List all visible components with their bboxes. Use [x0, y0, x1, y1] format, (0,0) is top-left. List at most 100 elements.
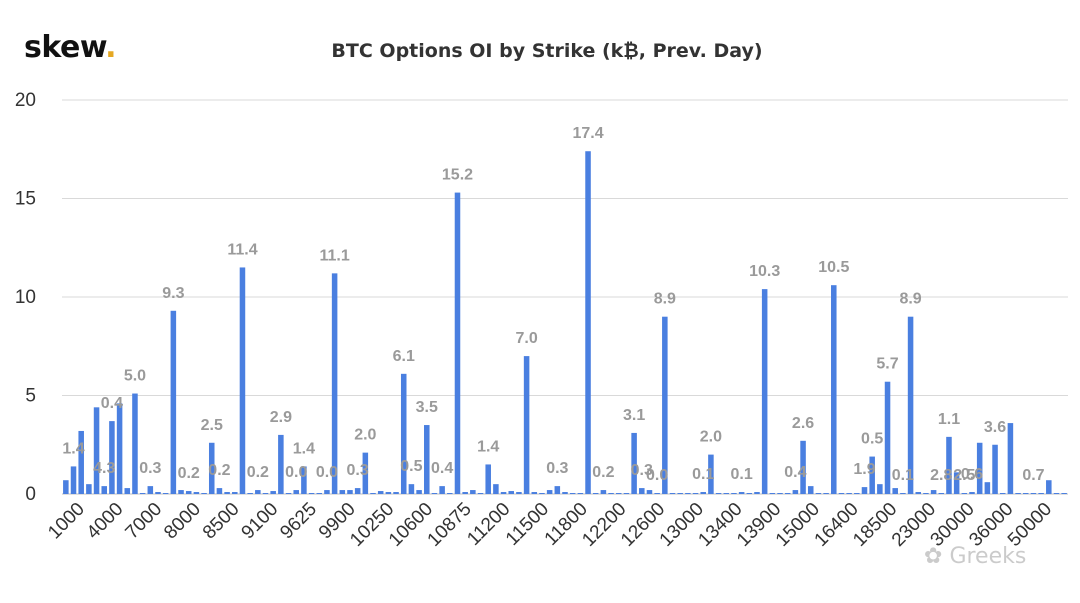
bar: [877, 484, 883, 494]
data-label: 2.5: [201, 417, 223, 434]
bar: [961, 493, 968, 494]
bar: [523, 356, 530, 494]
bar: [393, 492, 399, 494]
x-tick-label: 4000: [83, 499, 128, 544]
bar: [669, 493, 676, 494]
bar: [447, 493, 453, 494]
bar: [608, 493, 614, 494]
bar: [331, 273, 338, 494]
data-label: 1.9: [853, 461, 875, 478]
data-label: 1.4: [293, 440, 315, 457]
bar: [854, 493, 860, 494]
bar: [769, 493, 776, 494]
bar: [976, 442, 983, 494]
bar: [915, 492, 922, 494]
bar: [193, 492, 200, 494]
bar: [631, 432, 637, 494]
bar: [1053, 493, 1060, 494]
bar: [700, 492, 706, 494]
data-label: 0.3: [347, 462, 369, 479]
bar: [539, 493, 545, 494]
bar: [685, 493, 691, 494]
bar: [907, 316, 914, 494]
bar: [577, 493, 584, 494]
data-label: 0.2: [247, 464, 269, 481]
data-label: 2.6: [792, 415, 814, 432]
data-label: 5.7: [876, 356, 898, 373]
bar: [208, 442, 215, 494]
y-tick-label: 15: [15, 189, 36, 210]
bar: [224, 492, 230, 494]
data-label: 1.1: [938, 411, 960, 428]
bar: [792, 490, 799, 494]
bar: [984, 482, 991, 494]
x-tick-label: 1000: [44, 499, 89, 544]
bar: [400, 373, 407, 494]
data-label: 0.7: [1022, 467, 1044, 484]
bar: [385, 492, 392, 494]
data-label: 4.3: [93, 460, 115, 477]
bar: [800, 440, 806, 494]
data-label: 0.4: [101, 395, 123, 412]
bar: [900, 493, 906, 494]
bar: [531, 492, 538, 494]
bar: [807, 486, 814, 494]
bar: [615, 493, 622, 494]
bar: [838, 493, 845, 494]
data-label: 0.5: [861, 431, 883, 448]
data-label: 0.2: [208, 462, 230, 479]
data-label: 2.9: [270, 409, 292, 426]
y-tick-label: 5: [25, 386, 36, 407]
bar: [262, 493, 269, 494]
bar: [116, 403, 123, 494]
bar: [1007, 423, 1014, 494]
bar: [431, 493, 438, 494]
data-label: 0.4: [784, 464, 806, 481]
y-tick-label: 0: [25, 484, 36, 505]
data-label: 11.4: [227, 241, 257, 258]
bar: [424, 425, 430, 494]
bar: [892, 488, 898, 494]
data-label: 15.2: [442, 167, 473, 184]
bar: [930, 490, 937, 494]
bar: [216, 488, 223, 494]
bar: [600, 490, 607, 494]
data-label: 5.0: [124, 368, 146, 385]
data-label: 0.1: [692, 466, 714, 483]
bar: [155, 492, 161, 494]
bar: [377, 491, 384, 494]
data-label: 0.3: [546, 460, 568, 477]
bar: [78, 430, 84, 494]
bar: [646, 490, 653, 494]
data-label: 3.6: [984, 419, 1006, 436]
data-label: 0.1: [731, 466, 753, 483]
bar: [869, 456, 875, 494]
bar: [270, 491, 276, 494]
bar: [324, 490, 330, 494]
bar: [477, 493, 484, 494]
data-label: 0.0: [285, 464, 307, 481]
bar: [162, 493, 169, 494]
data-label: 11.1: [319, 247, 349, 264]
x-tick-label: 10875: [424, 499, 476, 551]
bar: [953, 472, 960, 494]
data-label: 7.0: [515, 330, 537, 347]
bar: [999, 493, 1006, 494]
bar: [654, 493, 660, 494]
bar: [124, 488, 131, 494]
bar: [293, 490, 299, 494]
watermark-text: Greeks: [949, 544, 1027, 569]
bar: [831, 285, 837, 494]
x-tick-label: 9625: [276, 499, 321, 544]
bar: [408, 484, 415, 494]
data-label: 9.3: [162, 285, 184, 302]
x-tick-label: 11200: [463, 499, 514, 550]
data-label: 6.1: [393, 348, 415, 365]
bar: [462, 492, 468, 494]
data-label: 0.0: [646, 467, 668, 484]
bar: [639, 488, 645, 494]
wechat-icon: ✿: [924, 544, 950, 569]
data-label: 8.9: [654, 291, 676, 308]
bar: [285, 493, 292, 494]
bar: [1030, 493, 1037, 494]
